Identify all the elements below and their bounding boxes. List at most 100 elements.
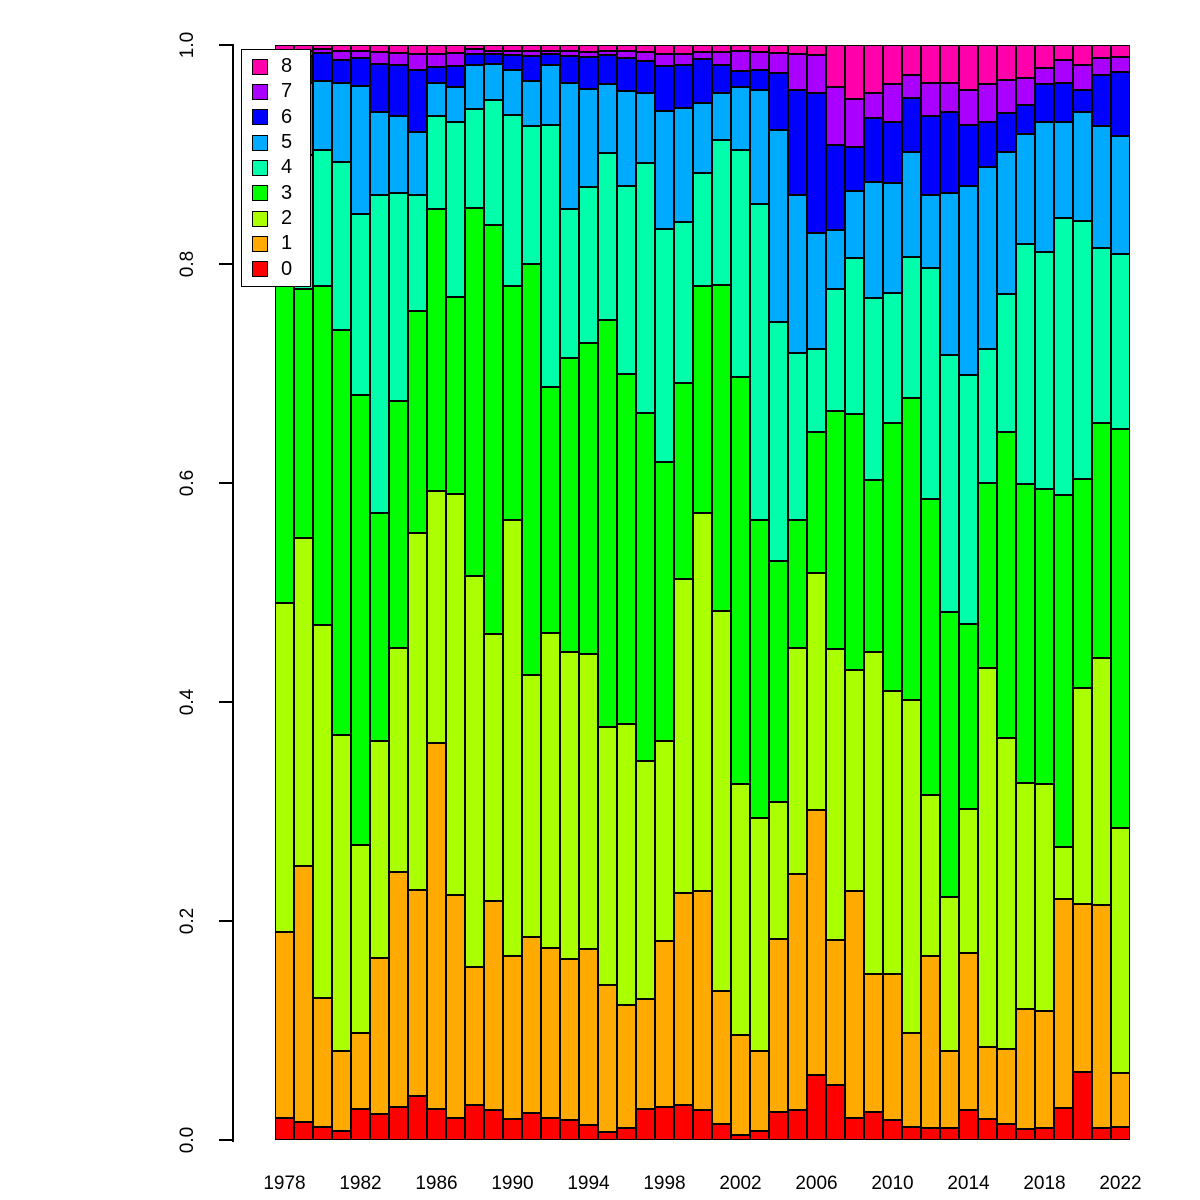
bar-segment-age1 [522,937,541,1113]
bar-segment-age3 [902,397,921,700]
bar-segment-age6 [997,112,1016,153]
legend-swatch [252,159,268,176]
bar-segment-age7 [1016,77,1035,106]
bar-segment-age8 [522,45,541,51]
bar-segment-age2 [788,648,807,874]
bar-column-2005 [788,45,807,1140]
bar-segment-age4 [655,228,674,462]
bar-segment-age3 [883,422,902,692]
bar-segment-age7 [674,53,693,65]
bar-segment-age5 [465,64,484,109]
bar-segment-age1 [959,952,978,1111]
bar-segment-age7 [465,49,484,54]
legend-label: 0 [281,257,293,280]
bar-segment-age0 [503,1119,522,1140]
x-tick-label: 2018 [1023,1173,1066,1194]
bar-segment-age2 [1054,846,1073,900]
bar-column-2001 [712,45,731,1140]
bar-segment-age8 [541,45,560,51]
bar-segment-age3 [579,342,598,654]
bar-segment-age1 [921,956,940,1128]
bar-segment-age2 [845,669,864,891]
bar-segment-age0 [788,1110,807,1140]
bar-segment-age5 [1054,121,1073,219]
bar-segment-age0 [465,1104,484,1140]
bar-segment-age7 [693,51,712,60]
legend-label: 2 [281,207,293,230]
bar-segment-age5 [674,107,693,222]
bar-segment-age3 [465,208,484,577]
y-tick [219,1139,233,1141]
bar-segment-age7 [940,83,959,112]
bar-segment-age2 [940,896,959,1052]
x-tick-label: 1982 [339,1173,382,1194]
bar-segment-age7 [1092,58,1111,75]
bar-segment-age3 [978,483,997,669]
legend-label: 4 [281,156,293,179]
bar-segment-age2 [921,795,940,957]
bar-segment-age3 [427,209,446,491]
bar-segment-age8 [636,45,655,52]
bar-segment-age3 [560,358,579,652]
bar-segment-age2 [313,625,332,998]
bar-column-1981 [332,45,351,1140]
bar-segment-age0 [579,1124,598,1140]
bar-segment-age4 [1054,218,1073,496]
bar-segment-age3 [826,411,845,649]
bar-segment-age0 [617,1127,636,1140]
bar-segment-age2 [997,738,1016,1050]
bar-segment-age3 [750,519,769,819]
x-tick-label: 1998 [643,1173,686,1194]
y-tick [219,263,233,265]
bar-segment-age0 [883,1120,902,1140]
bar-segment-age5 [541,64,560,125]
bar-segment-age6 [693,59,712,104]
bar-column-2011 [902,45,921,1140]
bar-segment-age1 [484,901,503,1111]
bar-segment-age6 [807,93,826,234]
bar-segment-age6 [1073,89,1092,112]
bar-segment-age6 [655,65,674,111]
bar-segment-age3 [731,376,750,785]
bar-column-2018 [1035,45,1054,1140]
bar-segment-age8 [883,45,902,85]
bar-segment-age7 [446,52,465,66]
bar-segment-age2 [826,648,845,940]
bar-segment-age1 [864,973,883,1112]
bar-segment-age5 [503,70,522,116]
bar-segment-age3 [636,412,655,762]
bar-segment-age6 [351,58,370,86]
bar-segment-age4 [389,192,408,401]
bar-column-2014 [959,45,978,1140]
bar-segment-age0 [522,1112,541,1140]
bar-segment-age2 [712,611,731,992]
bar-segment-age1 [389,871,408,1108]
y-tick [219,482,233,484]
bar-segment-age5 [332,83,351,163]
bar-segment-age6 [579,57,598,89]
y-tick [219,920,233,922]
bar-column-1991 [522,45,541,1140]
legend-swatch [252,210,268,227]
bar-segment-age6 [541,53,560,65]
bar-segment-age8 [655,45,674,54]
bar-segment-age2 [427,490,446,743]
bar-segment-age7 [332,50,351,61]
bar-segment-age4 [845,258,864,414]
bar-segment-age0 [389,1107,408,1140]
bar-segment-age2 [465,576,484,967]
bar-segment-age6 [1016,105,1035,134]
bar-segment-age8 [674,45,693,54]
bar-segment-age2 [902,699,921,1033]
bar-segment-age7 [484,50,503,54]
bar-segment-age1 [750,1051,769,1132]
stacked-bar-plot [275,45,1130,1140]
bar-segment-age0 [1092,1127,1111,1140]
bar-segment-age3 [294,289,313,538]
bar-segment-age0 [484,1110,503,1140]
bar-segment-age8 [902,45,921,75]
bar-segment-age0 [826,1085,845,1140]
bar-segment-age3 [541,386,560,634]
bar-column-2007 [826,45,845,1140]
bar-column-2015 [978,45,997,1140]
